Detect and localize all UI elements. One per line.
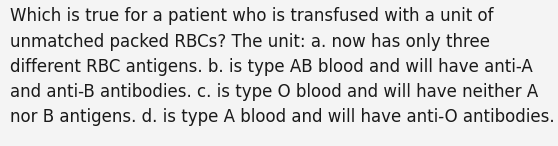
Text: Which is true for a patient who is transfused with a unit of
unmatched packed RB: Which is true for a patient who is trans… xyxy=(10,7,555,126)
